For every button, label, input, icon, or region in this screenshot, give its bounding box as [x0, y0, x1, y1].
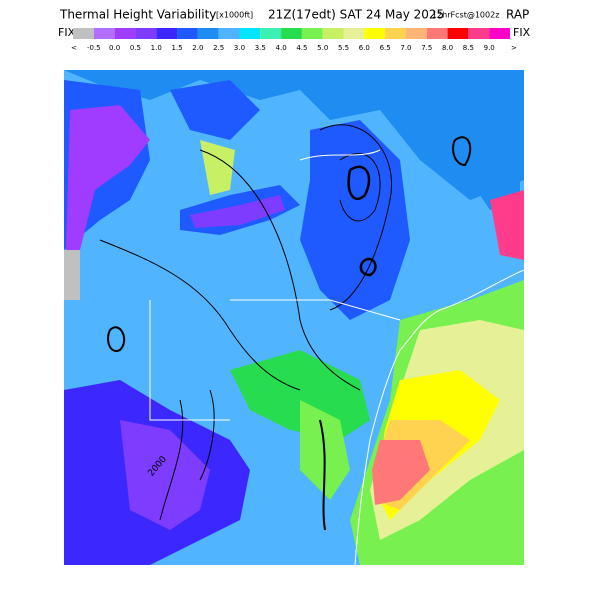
field: [490, 190, 524, 260]
legend-label: 1.0: [151, 44, 162, 52]
legend-swatch: [364, 28, 386, 39]
title-time: 21Z(17edt) SAT 24 May 2025: [268, 8, 444, 22]
legend-swatch: [93, 28, 115, 39]
legend-swatch: [197, 28, 219, 39]
legend-label: 2.0: [192, 44, 203, 52]
title-main: Thermal Height Variability: [59, 8, 216, 22]
legend-swatch: [322, 28, 344, 39]
legend-label: 6.5: [380, 44, 391, 52]
legend-swatch: [114, 28, 136, 39]
field: [120, 420, 210, 530]
legend-swatch: [468, 28, 490, 39]
arrow-right: >: [511, 44, 517, 52]
field: [64, 70, 524, 200]
field: [66, 105, 150, 250]
legend-swatch: [447, 28, 469, 39]
map: 2000: [64, 70, 524, 565]
legend-label: 2.5: [213, 44, 224, 52]
legend-label: -0.5: [87, 44, 101, 52]
field: [372, 440, 430, 505]
title-units: [x1000ft]: [216, 11, 253, 20]
field: [470, 90, 520, 210]
legend-swatch: [73, 28, 94, 39]
legend-label: 8.0: [442, 44, 453, 52]
legend-swatch: [426, 28, 448, 39]
legend-swatch: [239, 28, 261, 39]
legend: -0.5 0.0 0.5 1.0 1.5 2.0 2.5 3.0 3.5 4.0 4.5 5.0 5.5…: [73, 28, 510, 52]
legend-swatch: [218, 28, 240, 39]
legend-swatch: [260, 28, 282, 39]
legend-swatch: [489, 28, 510, 39]
legend-swatch: [405, 28, 427, 39]
legend-swatch: [301, 28, 323, 39]
legend-label: 4.5: [296, 44, 307, 52]
fix-left: FIX: [58, 26, 76, 39]
fix-right: FIX: [513, 26, 531, 39]
legend-label: 7.0: [400, 44, 411, 52]
legend-label: 0.0: [109, 44, 120, 52]
legend-swatch: [281, 28, 302, 39]
legend-label: 7.5: [421, 44, 432, 52]
legend-swatch: [156, 28, 178, 39]
legend-label: 1.5: [171, 44, 182, 52]
legend-swatch: [177, 28, 198, 39]
legend-label: 3.5: [255, 44, 266, 52]
field: [64, 250, 80, 300]
legend-swatch: [385, 28, 406, 39]
field: [170, 80, 260, 140]
legend-swatch: [343, 28, 365, 39]
legend-label: 0.5: [130, 44, 141, 52]
contours: [99, 124, 472, 531]
title-model: RAP: [506, 8, 529, 22]
legend-label: 3.0: [234, 44, 245, 52]
boundaries: [149, 149, 524, 565]
legend-swatch: [135, 28, 157, 39]
arrow-left: <: [71, 44, 77, 52]
legend-label: 6.0: [359, 44, 370, 52]
legend-label: 4.0: [276, 44, 287, 52]
legend-label: 5.0: [317, 44, 328, 52]
title-forecast: 12hrFcst@1002z: [432, 11, 499, 20]
legend-label: 5.5: [338, 44, 349, 52]
legend-label: 8.5: [463, 44, 474, 52]
legend-label: 9.0: [484, 44, 495, 52]
